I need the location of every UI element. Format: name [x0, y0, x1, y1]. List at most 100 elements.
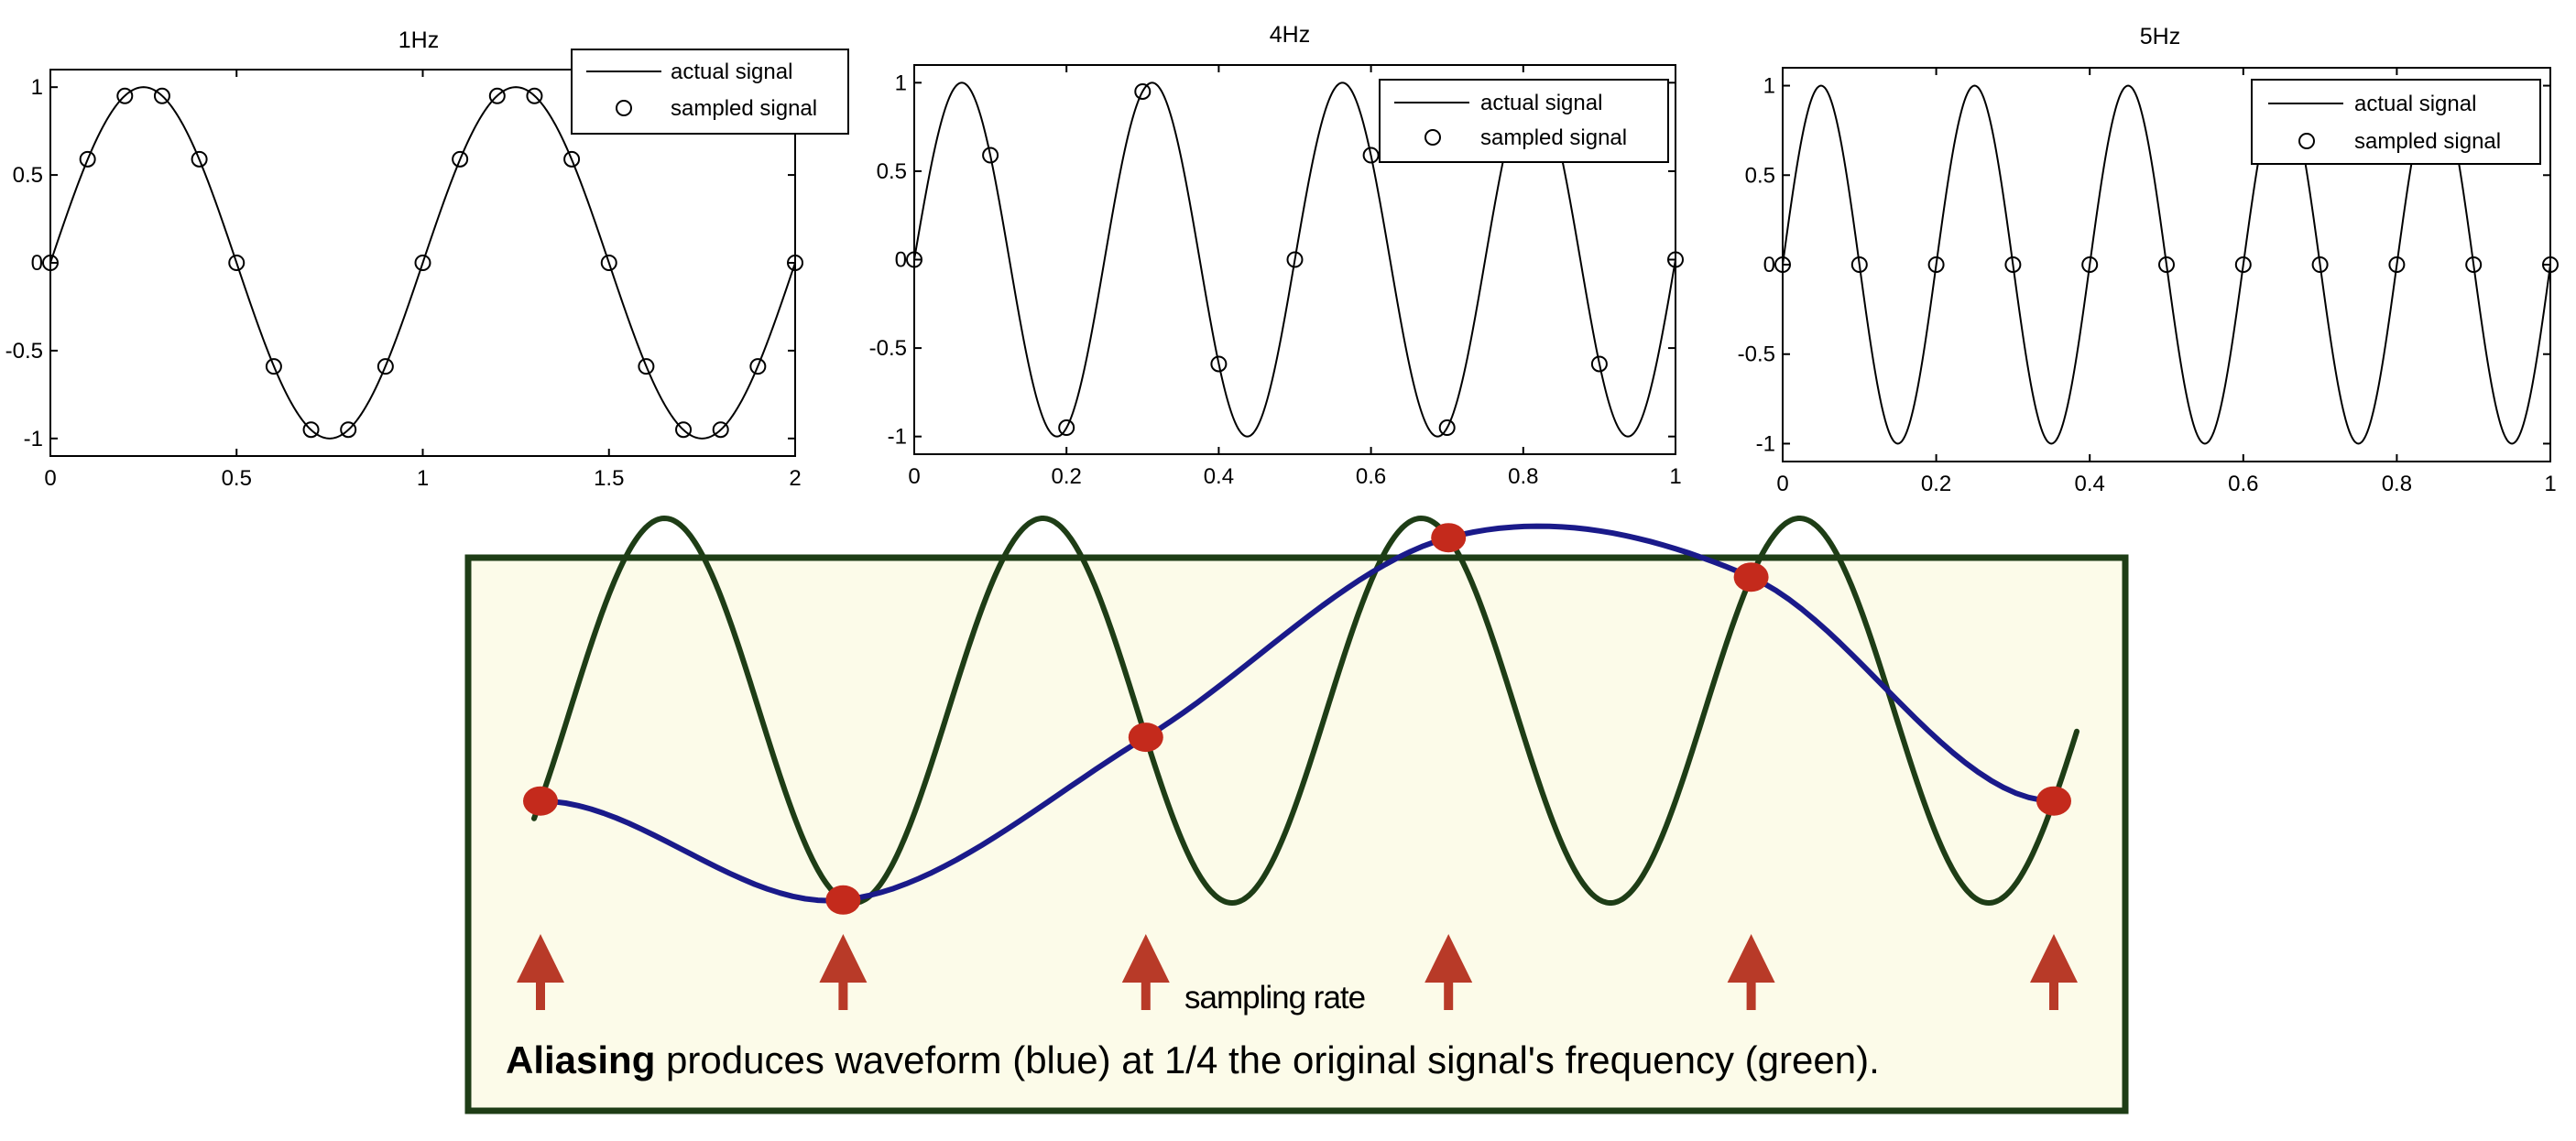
- sampling-arrow-stem: [2049, 980, 2058, 1010]
- original-signal-curve: [531, 516, 2079, 906]
- plot-1hz-sample-marker: [377, 358, 394, 375]
- plot-4hz-sample-marker: [1210, 355, 1228, 373]
- plot-1hz-ytick-label: 0: [31, 251, 43, 276]
- plot-1hz-legend: actual signal sampled signal: [571, 49, 849, 135]
- plot-4hz-ytick-label: 0.5: [877, 159, 907, 184]
- plot-4hz-xtick-label: 0.2: [1052, 464, 1082, 489]
- aliasing-caption: Aliasing produces waveform (blue) at 1/4…: [506, 1038, 1880, 1081]
- plot-1hz-legend-line-label: actual signal: [671, 60, 792, 84]
- plot-4hz-sample-marker: [1286, 251, 1304, 268]
- plot-1hz-sample-marker: [302, 421, 320, 439]
- plot-4hz-sample-marker: [1362, 147, 1380, 164]
- plot-1hz-ytick-label: -0.5: [5, 339, 43, 364]
- plot-1hz-sample-marker: [191, 150, 208, 168]
- plot-4hz-sample-marker: [1590, 355, 1608, 373]
- plot-1hz-xtick-label: 2: [789, 466, 801, 491]
- sample-point: [2036, 786, 2071, 816]
- plot-1hz-sample-marker: [265, 358, 282, 375]
- plot-1hz-xtick-label: 0.5: [222, 466, 252, 491]
- plot-4hz-sample-marker: [1058, 419, 1075, 437]
- plot-4hz-xtick-label: 0: [908, 464, 920, 489]
- plot-1hz-sample-marker: [563, 150, 581, 168]
- sampling-arrow-stem: [536, 980, 545, 1010]
- plot-4hz-legend-marker-label: sampled signal: [1480, 125, 1627, 150]
- plot-5hz-legend-line-label: actual signal: [2354, 92, 2476, 116]
- plot-1hz: 1Hz 10.50-0.5-10 0.5 1 1.5 2 actual signal s…: [5, 27, 849, 491]
- plot-1hz-ytick-label: -1: [24, 427, 43, 451]
- plot-1hz-sample-marker: [488, 87, 506, 104]
- plot-4hz-legend-box: [1379, 79, 1669, 163]
- plot-5hz-sample-marker: [1850, 256, 1868, 273]
- plot-5hz-legend-marker-icon: [2298, 133, 2315, 149]
- plot-4hz-xtick-label: 0.6: [1356, 464, 1386, 489]
- plot-5hz-ytick-label: 0: [1763, 253, 1775, 277]
- plot-1hz-xtick-label: 0: [44, 466, 56, 491]
- aliasing-caption-bold: Aliasing: [506, 1038, 655, 1081]
- plot-1hz-legend-box: [571, 49, 849, 135]
- plot-5hz-sample-marker: [2311, 256, 2329, 273]
- plot-1hz-sample-marker: [79, 150, 96, 168]
- plot-1hz-sample-marker: [414, 255, 431, 271]
- plot-4hz-xtick-label: 0.8: [1508, 464, 1538, 489]
- sampling-arrows: [517, 934, 2078, 1010]
- plot-5hz-sample-marker: [1927, 256, 1945, 273]
- plot-1hz-legend-marker-icon: [616, 100, 632, 116]
- plot-1hz-actual-signal-line: [49, 86, 796, 440]
- sample-points: [523, 523, 2071, 915]
- plot-5hz-sample-marker: [2388, 256, 2406, 273]
- plot-1hz-sample-marker: [452, 150, 469, 168]
- plot-5hz-title: 5Hz: [2140, 24, 2180, 49]
- plot-5hz-ytick-label: 0.5: [1745, 163, 1775, 188]
- sampling-arrow-stem: [1444, 980, 1454, 1010]
- plot-1hz-sample-marker: [228, 255, 246, 271]
- sampling-rate-label: sampling rate: [1184, 980, 1365, 1016]
- plot-5hz-sample-marker: [2234, 256, 2252, 273]
- sampling-arrow-stem: [838, 980, 848, 1010]
- sample-point: [1733, 562, 1769, 592]
- aliasing-caption-rest: produces waveform (blue) at 1/4 the orig…: [655, 1038, 1879, 1081]
- plot-4hz-sample-marker: [1134, 82, 1152, 100]
- plot-5hz-sample-marker: [2081, 256, 2099, 273]
- plot-1hz-xtick-label: 1: [417, 466, 429, 491]
- plot-5hz-xtick-label: 1: [2544, 472, 2556, 496]
- sample-point: [1128, 723, 1163, 753]
- plot-4hz-ytick-label: 0: [895, 248, 907, 273]
- sampling-arrow-head: [1121, 934, 1170, 983]
- sampling-arrow-head: [819, 934, 868, 983]
- aliasing-illustration: sampling rate Aliasing produces waveform…: [464, 516, 2129, 1114]
- plot-1hz-sample-marker: [340, 421, 357, 439]
- plot-5hz-legend-box: [2251, 79, 2541, 165]
- aliasing-panel: [464, 554, 2129, 1114]
- plot-1hz-title: 1Hz: [398, 27, 439, 53]
- plot-4hz-frame: [913, 64, 1676, 455]
- plot-1hz-sample-marker: [153, 87, 170, 104]
- plot-1hz-ytick-label: 0.5: [13, 163, 43, 188]
- sampling-arrow-stem: [1746, 980, 1756, 1010]
- plot-4hz-legend: actual signal sampled signal: [1379, 79, 1669, 163]
- plot-4hz-sample-marker: [1438, 419, 1456, 437]
- plot-5hz-ytick-label: 1: [1763, 74, 1775, 99]
- plot-5hz-legend-marker-label: sampled signal: [2354, 129, 2501, 154]
- plot-1hz-sample-marker: [116, 87, 134, 104]
- sample-point: [523, 786, 558, 816]
- plot-5hz-xtick-label: 0: [1776, 472, 1788, 496]
- plot-5hz-xtick-label: 0.8: [2382, 472, 2412, 496]
- plot-1hz-frame: [49, 69, 796, 457]
- plot-1hz-sample-marker: [749, 358, 767, 375]
- plot-5hz-xtick-label: 0.4: [2075, 472, 2105, 496]
- plot-4hz-ytick-label: -0.5: [869, 336, 907, 361]
- plot-1hz-xtick-label: 1.5: [594, 466, 624, 491]
- plot-5hz-sample-marker: [2004, 256, 2022, 273]
- sampling-arrow-head: [1727, 934, 1775, 983]
- plot-4hz-ytick-label: 1: [895, 71, 907, 95]
- plot-1hz-legend-marker-label: sampled signal: [671, 96, 817, 121]
- plot-1hz-sample-marker: [600, 255, 617, 271]
- plot-1hz-sample-marker: [638, 358, 655, 375]
- plot-1hz-sample-marker: [675, 421, 693, 439]
- plot-5hz: 5Hz 10.50-0.5-10 0.2 0.4 0.6 0.8 1 actual sig…: [1738, 24, 2559, 496]
- plot-4hz-legend-line-label: actual signal: [1480, 91, 1602, 115]
- plot-4hz-legend-marker-icon: [1424, 129, 1441, 146]
- sampling-arrow-head: [517, 934, 564, 983]
- plot-1hz-sample-marker: [712, 421, 729, 439]
